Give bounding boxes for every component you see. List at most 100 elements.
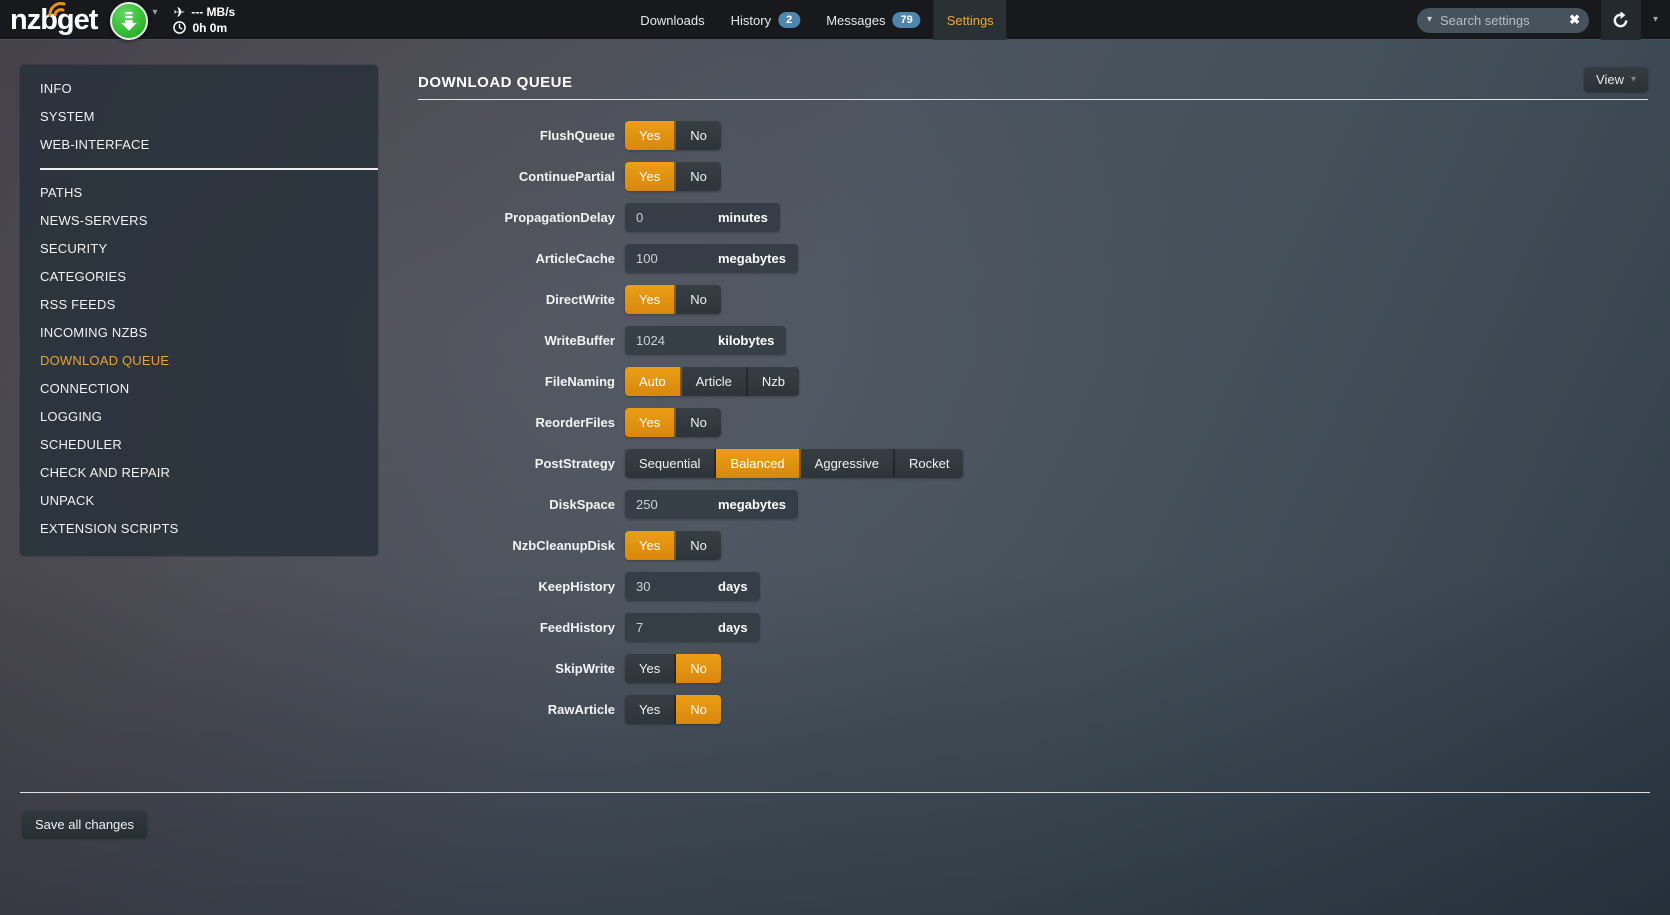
rawarticle-toggle-group: Yes No	[625, 695, 721, 724]
filenaming-option-auto[interactable]: Auto	[625, 367, 682, 396]
setting-row-nzbcleanupdisk: NzbCleanupDisk Yes No	[418, 531, 1648, 560]
search-clear-icon[interactable]: ✖	[1569, 12, 1580, 27]
skipwrite-option-no[interactable]: No	[676, 654, 721, 683]
tab-settings[interactable]: Settings	[933, 0, 1007, 40]
setting-label: WriteBuffer	[544, 333, 615, 348]
search-box: ▾ ✖	[1416, 7, 1589, 33]
propagationdelay-input[interactable]	[625, 210, 708, 225]
skipwrite-option-yes[interactable]: Yes	[625, 654, 677, 683]
tab-history[interactable]: History 2	[718, 0, 814, 40]
setting-row-continuepartial: ContinuePartial Yes No	[418, 162, 1648, 191]
setting-label: PropagationDelay	[504, 210, 615, 225]
propagationdelay-unit-label: minutes	[718, 210, 768, 225]
keephistory-unit-label: days	[718, 579, 748, 594]
tab-messages[interactable]: Messages 79	[813, 0, 934, 40]
flushqueue-option-yes[interactable]: Yes	[625, 121, 677, 150]
sidebar-item-unpack[interactable]: UNPACK	[40, 493, 95, 508]
diskspace-input[interactable]	[625, 497, 708, 512]
sidebar-item-check-and-repair[interactable]: CHECK AND REPAIR	[40, 465, 171, 480]
sidebar-item-news-servers[interactable]: NEWS-SERVERS	[40, 213, 148, 228]
poststrategy-option-aggressive[interactable]: Aggressive	[800, 449, 895, 478]
sidebar-item-info[interactable]: INFO	[40, 81, 72, 96]
sidebar-item-categories[interactable]: CATEGORIES	[40, 269, 127, 284]
navbar-menu-caret-icon[interactable]: ▾	[1652, 14, 1658, 25]
propagationdelay-field-group: minutes	[625, 203, 780, 232]
keephistory-input[interactable]	[625, 579, 708, 594]
nzbcleanupdisk-option-yes[interactable]: Yes	[625, 531, 677, 560]
sidebar-item-web-interface[interactable]: WEB-INTERFACE	[40, 137, 150, 152]
tab-label: Messages	[826, 12, 886, 28]
setting-label: FeedHistory	[539, 620, 615, 635]
airplane-icon[interactable]: ✈	[173, 3, 186, 20]
setting-row-feedhistory: FeedHistory days	[418, 613, 1648, 642]
setting-label: DiskSpace	[549, 497, 615, 512]
setting-row-rawarticle: RawArticle Yes No	[418, 695, 1648, 724]
sidebar-item-logging[interactable]: LOGGING	[40, 409, 103, 424]
app-logo: nzbget	[10, 0, 98, 40]
setting-row-flushqueue: FlushQueue Yes No	[418, 121, 1648, 150]
directwrite-toggle-group: Yes No	[625, 285, 721, 314]
setting-label: KeepHistory	[538, 579, 615, 594]
poststrategy-option-sequential[interactable]: Sequential	[625, 449, 717, 478]
articlecache-unit-label: megabytes	[718, 251, 786, 266]
setting-row-reorderfiles: ReorderFiles Yes No	[418, 408, 1648, 437]
setting-label: PostStrategy	[534, 456, 615, 471]
rawarticle-option-yes[interactable]: Yes	[625, 695, 677, 724]
setting-label: ReorderFiles	[535, 415, 615, 430]
setting-row-directwrite: DirectWrite Yes No	[418, 285, 1648, 314]
filenaming-option-nzb[interactable]: Nzb	[747, 367, 799, 396]
time-left-value: 0h 0m	[192, 20, 228, 35]
page-title: DOWNLOAD QUEUE	[418, 74, 573, 91]
setting-label: RawArticle	[547, 702, 615, 717]
sidebar-item-paths[interactable]: PATHS	[40, 185, 83, 200]
directwrite-option-no[interactable]: No	[676, 285, 721, 314]
filenaming-option-article[interactable]: Article	[681, 367, 748, 396]
header-divider	[418, 99, 1648, 100]
flushqueue-option-no[interactable]: No	[676, 121, 721, 150]
reorderfiles-option-yes[interactable]: Yes	[625, 408, 677, 437]
settings-main: DOWNLOAD QUEUE View ▾ FlushQueue Yes No Con…	[418, 58, 1648, 736]
setting-row-writebuffer: WriteBuffer kilobytes	[418, 326, 1648, 355]
add-download-button[interactable]	[110, 2, 149, 40]
diskspace-unit-label: megabytes	[718, 497, 786, 512]
articlecache-input[interactable]	[625, 251, 708, 266]
nzbcleanupdisk-option-no[interactable]: No	[676, 531, 721, 560]
tab-downloads[interactable]: Downloads	[627, 0, 717, 40]
poststrategy-option-balanced[interactable]: Balanced	[716, 449, 801, 478]
diskspace-field-group: megabytes	[625, 490, 798, 519]
writebuffer-input[interactable]	[625, 333, 708, 348]
add-menu-caret-icon[interactable]: ▾	[152, 6, 158, 18]
settings-form: FlushQueue Yes No ContinuePartial Yes No Propa…	[418, 121, 1648, 724]
nzbcleanupdisk-toggle-group: Yes No	[625, 531, 721, 560]
reorderfiles-toggle-group: Yes No	[625, 408, 721, 437]
feedhistory-input[interactable]	[625, 620, 708, 635]
feedhistory-unit-label: days	[718, 620, 748, 635]
directwrite-option-yes[interactable]: Yes	[625, 285, 677, 314]
setting-row-poststrategy: PostStrategy Sequential Balanced Aggressive…	[418, 449, 1648, 478]
save-all-changes-button[interactable]: Save all changes	[22, 811, 148, 838]
sidebar-divider	[40, 168, 378, 170]
search-scope-caret-icon[interactable]: ▾	[1426, 14, 1432, 25]
sidebar-item-download-queue[interactable]: DOWNLOAD QUEUE	[40, 353, 170, 368]
sidebar-item-rss-feeds[interactable]: RSS FEEDS	[40, 297, 116, 312]
reorderfiles-option-no[interactable]: No	[676, 408, 721, 437]
sidebar-item-extension-scripts[interactable]: EXTENSION SCRIPTS	[40, 521, 179, 536]
sidebar-item-security[interactable]: SECURITY	[40, 241, 108, 256]
search-input[interactable]	[1438, 11, 1566, 29]
continuepartial-option-no[interactable]: No	[676, 162, 721, 191]
status-block: ✈ --- MB/s 0h 0m	[173, 4, 235, 36]
refresh-button[interactable]	[1600, 0, 1641, 40]
poststrategy-option-rocket[interactable]: Rocket	[894, 449, 964, 478]
sidebar-item-system[interactable]: SYSTEM	[40, 109, 95, 124]
navbar-right: ▾ ✖ ▾	[1416, 0, 1658, 40]
articlecache-field-group: megabytes	[625, 244, 798, 273]
sidebar-item-connection[interactable]: CONNECTION	[40, 381, 130, 396]
sidebar-item-scheduler[interactable]: SCHEDULER	[40, 437, 122, 452]
tab-label: Settings	[946, 12, 994, 28]
view-button[interactable]: View ▾	[1584, 67, 1648, 92]
messages-count-badge: 79	[892, 12, 921, 28]
sidebar-item-incoming-nzbs[interactable]: INCOMING NZBS	[40, 325, 148, 340]
rss-arcs-icon	[48, 1, 66, 16]
continuepartial-option-yes[interactable]: Yes	[625, 162, 677, 191]
rawarticle-option-no[interactable]: No	[676, 695, 721, 724]
